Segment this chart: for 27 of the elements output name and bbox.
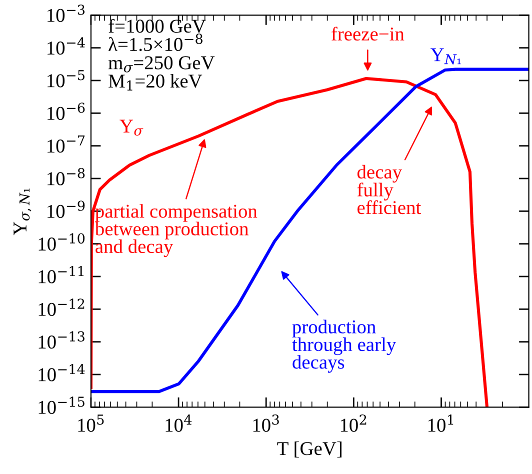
annotation: partial compensation between production and decay (94, 204, 258, 258)
y-tick-label: 10$^{−9}$ (48, 200, 85, 218)
series-label: Y$_{N₁}$ (430, 48, 461, 64)
y-tick-label: 10$^{−5}$ (48, 70, 84, 88)
y-tick-label: 10$^{−15}$ (38, 396, 84, 414)
x-axis-title: T [GeV] (277, 441, 342, 458)
text: f=1000 GeV λ=1.5×10$^{−8}$ m$_{σ}$=250 GeV M$_{1}$=20 keV (108, 18, 215, 90)
y-tick-label: 10$^{−11}$ (38, 266, 84, 284)
y-tick-label: 10$^{−10}$ (38, 233, 85, 251)
x-tick-label: 10$^{3}$ (253, 414, 279, 432)
annotation: freeze−in (332, 26, 404, 41)
y-tick-label: 10$^{−7}$ (48, 135, 85, 153)
series-label: Y$_{σ}$ (120, 120, 144, 136)
y-tick-label: 10$^{−3}$ (48, 4, 85, 22)
annotation: decay fully efficient (357, 164, 422, 214)
y-tick-label: 10$^{−12}$ (38, 298, 84, 316)
y-axis-title: Y$_{σ,N₁}$ (14, 188, 32, 236)
y-tick-label: 10$^{−6}$ (48, 102, 85, 120)
x-tick-label: 10$^{2}$ (340, 414, 366, 432)
x-tick-label: 10$^{5}$ (78, 414, 104, 432)
y-tick-label: 10$^{−8}$ (48, 168, 85, 186)
annotation: production through early decays (292, 320, 396, 373)
y-tick-label: 10$^{−4}$ (48, 37, 85, 55)
x-tick-label: 10$^{1}$ (428, 414, 454, 432)
x-tick-label: 10$^{4}$ (166, 414, 192, 432)
y-tick-label: 10$^{−14}$ (38, 364, 85, 382)
y-tick-label: 10$^{−13}$ (38, 331, 84, 349)
